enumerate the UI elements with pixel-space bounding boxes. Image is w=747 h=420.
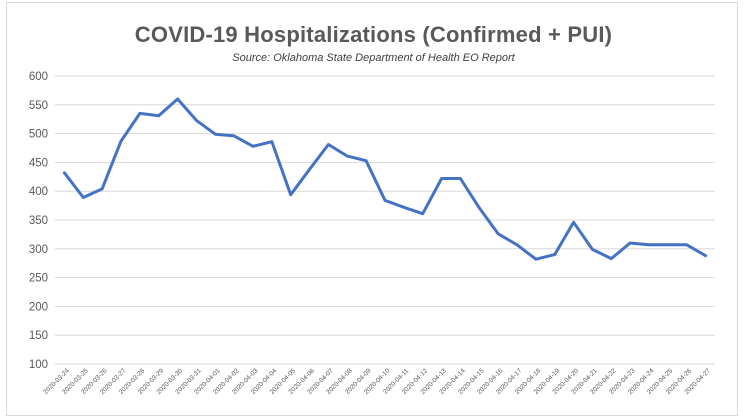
data-point: [421, 212, 424, 215]
data-point: [157, 114, 160, 117]
chart-title: COVID-19 Hospitalizations (Confirmed + P…: [134, 22, 613, 47]
chart-frame: [6, 2, 738, 416]
data-point: [176, 97, 179, 101]
data-point: [496, 232, 500, 236]
data-point: [308, 168, 311, 171]
data-point: [327, 143, 330, 146]
data-point: [364, 159, 368, 162]
data-point: [119, 139, 123, 143]
data-point: [459, 177, 462, 180]
data-point: [628, 241, 632, 245]
gridlines: [55, 75, 715, 365]
y-axis-ticks: 100 150 200 250 300 350 400 450 500 550 600: [29, 71, 48, 371]
data-point: [647, 243, 651, 246]
data-point: [572, 221, 575, 224]
data-point: [346, 154, 349, 158]
y-tick-label: 550: [29, 100, 48, 112]
data-point: [100, 187, 104, 191]
y-tick-label: 400: [29, 186, 48, 198]
data-point: [591, 248, 594, 251]
series-line-0: [62, 97, 708, 261]
data-point: [232, 134, 236, 138]
data-point: [666, 243, 670, 246]
data-point: [270, 140, 274, 143]
data-point: [251, 145, 255, 148]
y-tick-label: 300: [29, 244, 48, 256]
y-tick-label: 600: [29, 71, 48, 83]
y-tick-label: 250: [29, 273, 48, 285]
data-point: [610, 257, 613, 260]
data-point: [704, 254, 707, 257]
y-tick-label: 500: [29, 129, 48, 141]
x-axis-ticks: 2020-03-242020-03-252020-03-262020-03-27…: [42, 367, 712, 396]
data-point: [289, 193, 292, 196]
y-tick-label: 150: [29, 330, 48, 342]
data-point: [515, 243, 519, 246]
data-point: [685, 243, 688, 246]
y-tick-label: 200: [29, 301, 48, 313]
data-point: [383, 199, 387, 202]
data-point: [63, 171, 66, 174]
y-tick-label: 350: [29, 215, 48, 227]
y-tick-label: 450: [29, 157, 48, 169]
data-point: [82, 196, 85, 199]
data-point: [440, 177, 443, 180]
data-point: [478, 206, 481, 210]
series-layer: [62, 97, 708, 261]
data-point: [195, 119, 198, 122]
data-point: [138, 112, 142, 115]
y-tick-label: 100: [29, 359, 48, 371]
data-point: [553, 253, 556, 256]
chart-subtitle: Source: Oklahoma State Department of Hea…: [232, 52, 515, 64]
data-point: [534, 257, 538, 261]
data-point: [214, 132, 217, 136]
data-point: [402, 206, 406, 209]
